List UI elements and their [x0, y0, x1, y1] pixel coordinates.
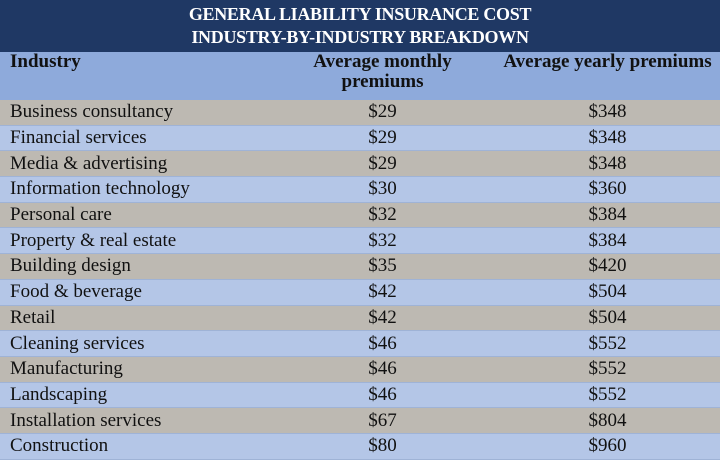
yearly-premium-cell: $348 [495, 125, 720, 152]
industry-cell: Property & real estate [0, 227, 270, 255]
yearly-premium-cell: $552 [495, 356, 720, 383]
industry-cell: Cleaning services [0, 330, 270, 357]
yearly-premium-cell: $384 [495, 202, 720, 229]
industry-cell: Construction [0, 433, 270, 460]
header-industry: Industry [0, 52, 270, 100]
yearly-premium-cell: $552 [495, 382, 720, 409]
monthly-premium-cell: $32 [270, 202, 495, 229]
monthly-premium-cell: $46 [270, 382, 495, 409]
yearly-premium-cell: $360 [495, 176, 720, 203]
yearly-premium-cell: $960 [495, 433, 720, 460]
yearly-premium-cell: $420 [495, 253, 720, 280]
industry-cell: Landscaping [0, 382, 270, 409]
monthly-premium-cell: $46 [270, 356, 495, 383]
table-row: Personal care $32 $384 [0, 202, 720, 229]
header-monthly: Average monthly premiums [270, 52, 495, 100]
monthly-premium-cell: $67 [270, 407, 495, 434]
monthly-premium-cell: $32 [270, 227, 495, 255]
monthly-premium-cell: $46 [270, 330, 495, 357]
industry-cell: Personal care [0, 202, 270, 229]
yearly-premium-cell: $504 [495, 305, 720, 332]
industry-cell: Business consultancy [0, 100, 270, 126]
table-row: Information technology $30 $360 [0, 176, 720, 203]
table-row: Property & real estate $32 $384 [0, 227, 720, 255]
title-line-1: GENERAL LIABILITY INSURANCE COST [188, 4, 532, 24]
yearly-premium-cell: $348 [495, 150, 720, 178]
industry-cell: Financial services [0, 125, 270, 152]
table-title: GENERAL LIABILITY INSURANCE COST INDUSTR… [0, 0, 720, 52]
table-row: Construction $80 $960 [0, 433, 720, 460]
table-row: Cleaning services $46 $552 [0, 330, 720, 357]
yearly-premium-cell: $552 [495, 330, 720, 357]
industry-cell: Retail [0, 305, 270, 332]
industry-cell: Information technology [0, 176, 270, 203]
monthly-premium-cell: $29 [270, 100, 495, 126]
monthly-premium-cell: $42 [270, 305, 495, 332]
industry-cell: Media & advertising [0, 150, 270, 178]
monthly-premium-cell: $42 [270, 279, 495, 306]
header-row: Industry Average monthly premiums Averag… [0, 52, 720, 100]
monthly-premium-cell: $35 [270, 253, 495, 280]
monthly-premium-cell: $80 [270, 433, 495, 460]
monthly-premium-cell: $29 [270, 150, 495, 178]
table-row: Landscaping $46 $552 [0, 382, 720, 409]
table-row: Business consultancy $29 $348 [0, 100, 720, 126]
table-row: Media & advertising $29 $348 [0, 150, 720, 178]
yearly-premium-cell: $804 [495, 407, 720, 434]
table-row: Building design $35 $420 [0, 253, 720, 280]
table-row: Financial services $29 $348 [0, 125, 720, 152]
monthly-premium-cell: $30 [270, 176, 495, 203]
table-row: Installation services $67 $804 [0, 407, 720, 434]
yearly-premium-cell: $348 [495, 100, 720, 126]
premiums-table: Industry Average monthly premiums Averag… [0, 52, 720, 460]
table-row: Manufacturing $46 $552 [0, 356, 720, 383]
industry-cell: Building design [0, 253, 270, 280]
industry-cell: Manufacturing [0, 356, 270, 383]
header-yearly: Average yearly premiums [495, 52, 720, 100]
yearly-premium-cell: $384 [495, 227, 720, 255]
industry-cell: Installation services [0, 407, 270, 434]
yearly-premium-cell: $504 [495, 279, 720, 306]
industry-cell: Food & beverage [0, 279, 270, 306]
monthly-premium-cell: $29 [270, 125, 495, 152]
table-row: Retail $42 $504 [0, 305, 720, 332]
table-row: Food & beverage $42 $504 [0, 279, 720, 306]
title-line-2: INDUSTRY-BY-INDUSTRY BREAKDOWN [191, 27, 529, 47]
